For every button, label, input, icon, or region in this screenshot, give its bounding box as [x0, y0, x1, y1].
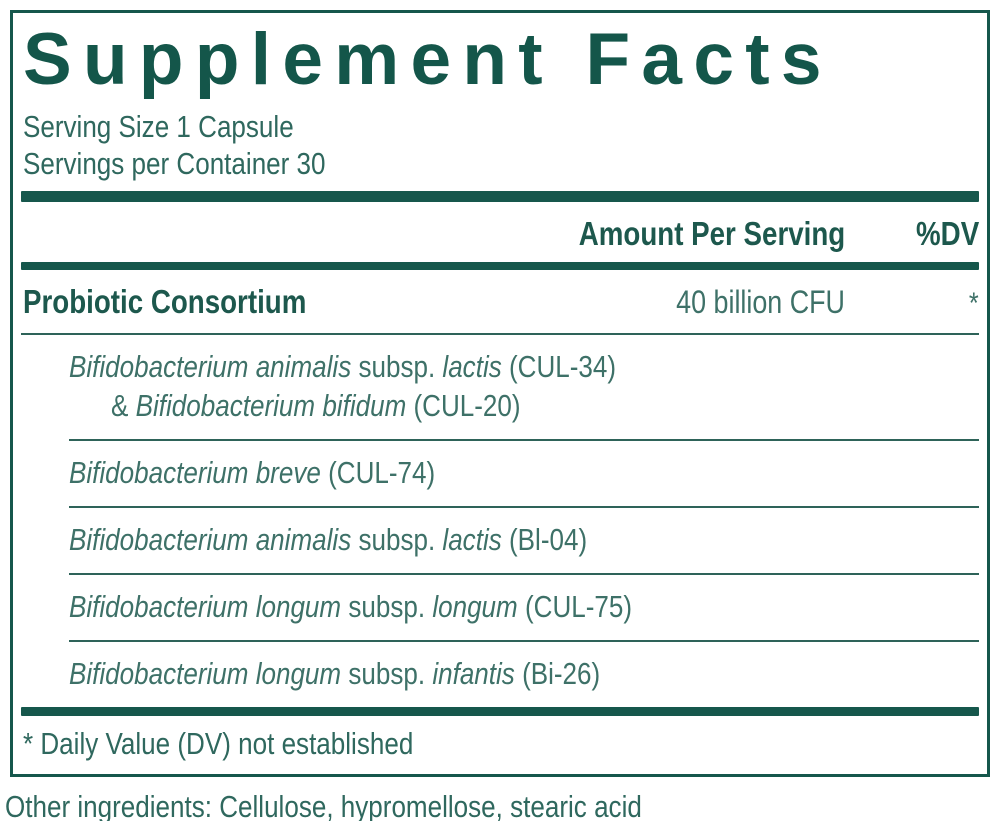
probiotic-consortium-text: Probiotic Consortium [23, 283, 307, 320]
strain-divider [69, 439, 979, 441]
panel-title: Supplement Facts [23, 19, 833, 100]
strain-row: Bifidobacterium animalis subsp. lactis (… [21, 508, 979, 573]
other-ingredients-text: Other ingredients: Cellulose, hypromello… [5, 789, 642, 821]
strain-divider [69, 640, 979, 642]
amount-value: 40 billion CFU [644, 284, 845, 321]
strain-line: Bifidobacterium longum subsp. longum (CU… [69, 589, 633, 624]
strain-line: Bifidobacterium longum subsp. infantis (… [69, 656, 601, 691]
probiotic-consortium-row: Probiotic Consortium 40 billion CFU * [21, 270, 979, 333]
column-header-row: Amount Per Serving %DV [21, 202, 979, 262]
strain-divider [69, 573, 979, 575]
servings-per-container-text: Servings per Container 30 [23, 146, 326, 181]
dv-asterisk-text: * [969, 287, 979, 320]
strain-line: Bifidobacterium breve (CUL-74) [69, 455, 436, 490]
bottom-section-bar [21, 707, 979, 716]
other-ingredients: Other ingredients: Cellulose, hypromello… [5, 789, 1000, 821]
strain-line: Bifidobacterium animalis subsp. lactis (… [69, 522, 588, 557]
servings-per-container-line: Servings per Container 30 [21, 145, 979, 182]
daily-value-footnote-text: * Daily Value (DV) not established [23, 726, 414, 761]
amount-per-serving-header: Amount Per Serving [528, 215, 845, 253]
serving-size-text: Serving Size 1 Capsule [23, 109, 294, 144]
supplement-facts-panel: Supplement Facts Serving Size 1 Capsule … [10, 10, 990, 777]
top-section-bar [21, 191, 979, 202]
strain-line: & Bifidobacterium bifidum (CUL-20) [111, 388, 521, 423]
strain-row: Bifidobacterium animalis subsp. lactis (… [21, 335, 979, 439]
strain-row: Bifidobacterium longum subsp. longum (CU… [21, 575, 979, 640]
percent-dv-text: %DV [915, 215, 979, 252]
amount-value-text: 40 billion CFU [676, 284, 845, 320]
daily-value-footnote: * Daily Value (DV) not established [21, 716, 979, 774]
strain-divider [69, 506, 979, 508]
strain-rows: Bifidobacterium animalis subsp. lactis (… [21, 335, 979, 707]
probiotic-consortium-name: Probiotic Consortium [21, 283, 644, 321]
percent-dv-header: %DV [845, 215, 979, 253]
serving-size-line: Serving Size 1 Capsule [21, 108, 979, 145]
amount-per-serving-text: Amount Per Serving [578, 215, 845, 252]
header-divider-bar [21, 262, 979, 270]
strain-row: Bifidobacterium longum subsp. infantis (… [21, 642, 979, 707]
dv-asterisk: * [845, 287, 979, 321]
consortium-divider [21, 333, 979, 335]
strain-line: Bifidobacterium animalis subsp. lactis (… [69, 349, 617, 384]
strain-row: Bifidobacterium breve (CUL-74) [21, 441, 979, 506]
